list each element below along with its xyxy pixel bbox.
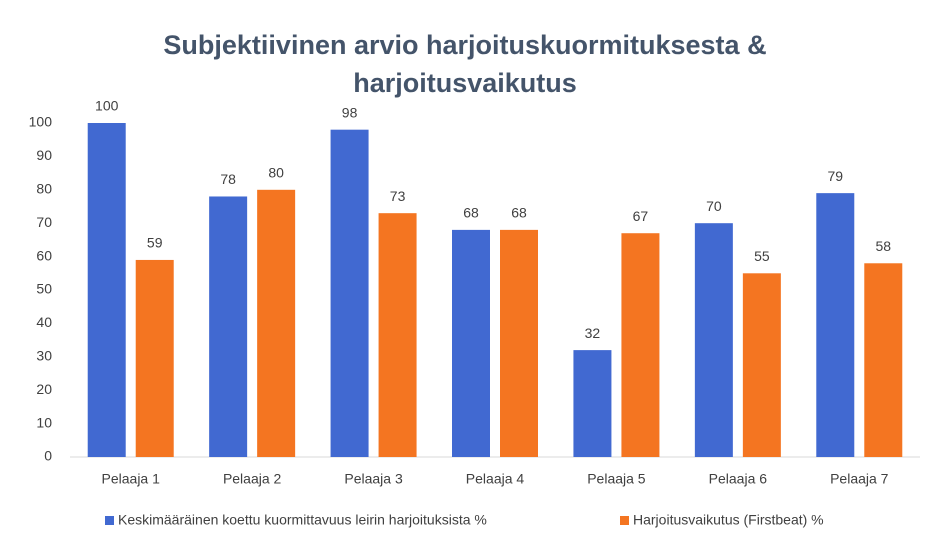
value-label: 78 xyxy=(220,171,236,187)
bar xyxy=(330,129,369,457)
value-label: 58 xyxy=(875,238,891,254)
legend-label: Keskimääräinen koettu kuormittavuus leir… xyxy=(118,512,487,528)
value-label: 73 xyxy=(390,188,406,204)
legend-swatch xyxy=(105,516,114,525)
y-tick-label: 0 xyxy=(44,448,52,464)
bar xyxy=(742,273,781,457)
bar xyxy=(87,123,126,457)
bar xyxy=(816,193,855,457)
chart-title: Subjektiivinen arvio harjoituskuormituks… xyxy=(163,30,767,98)
value-label: 100 xyxy=(95,98,119,114)
y-tick-label: 80 xyxy=(36,181,52,197)
value-label: 32 xyxy=(585,325,601,341)
value-label: 68 xyxy=(463,205,479,221)
y-tick-label: 60 xyxy=(36,247,52,263)
bar xyxy=(621,233,660,457)
value-label: 80 xyxy=(268,165,284,181)
y-tick-label: 100 xyxy=(29,114,53,130)
bar xyxy=(500,229,538,457)
y-tick-label: 40 xyxy=(36,314,52,330)
value-label: 79 xyxy=(827,168,843,184)
legend-label: Harjoitusvaikutus (Firstbeat) % xyxy=(633,512,824,528)
x-tick-label: Pelaaja 3 xyxy=(344,471,403,487)
legend-swatch xyxy=(620,516,629,525)
bar xyxy=(257,189,296,458)
x-tick-label: Pelaaja 6 xyxy=(709,471,768,487)
value-label: 59 xyxy=(147,235,163,251)
y-tick-label: 30 xyxy=(36,348,52,364)
y-tick-label: 20 xyxy=(36,381,52,397)
value-label: 70 xyxy=(706,198,722,214)
bar xyxy=(694,223,733,457)
bar xyxy=(135,259,174,457)
y-tick-label: 90 xyxy=(36,147,52,163)
bar xyxy=(378,213,417,457)
bar xyxy=(209,196,248,458)
x-tick-label: Pelaaja 5 xyxy=(587,471,646,487)
y-tick-label: 70 xyxy=(36,214,52,230)
y-tick-label: 10 xyxy=(36,414,52,430)
bar xyxy=(864,263,903,457)
value-label: 67 xyxy=(633,208,649,224)
bar xyxy=(452,229,490,457)
value-label: 55 xyxy=(754,248,770,264)
x-tick-label: Pelaaja 2 xyxy=(223,471,282,487)
y-tick-label: 50 xyxy=(36,281,52,297)
bar xyxy=(573,350,612,457)
value-label: 68 xyxy=(511,205,527,221)
x-tick-label: Pelaaja 1 xyxy=(102,471,161,487)
value-label: 98 xyxy=(342,104,358,120)
x-tick-label: Pelaaja 4 xyxy=(466,471,525,487)
x-tick-label: Pelaaja 7 xyxy=(830,471,889,487)
